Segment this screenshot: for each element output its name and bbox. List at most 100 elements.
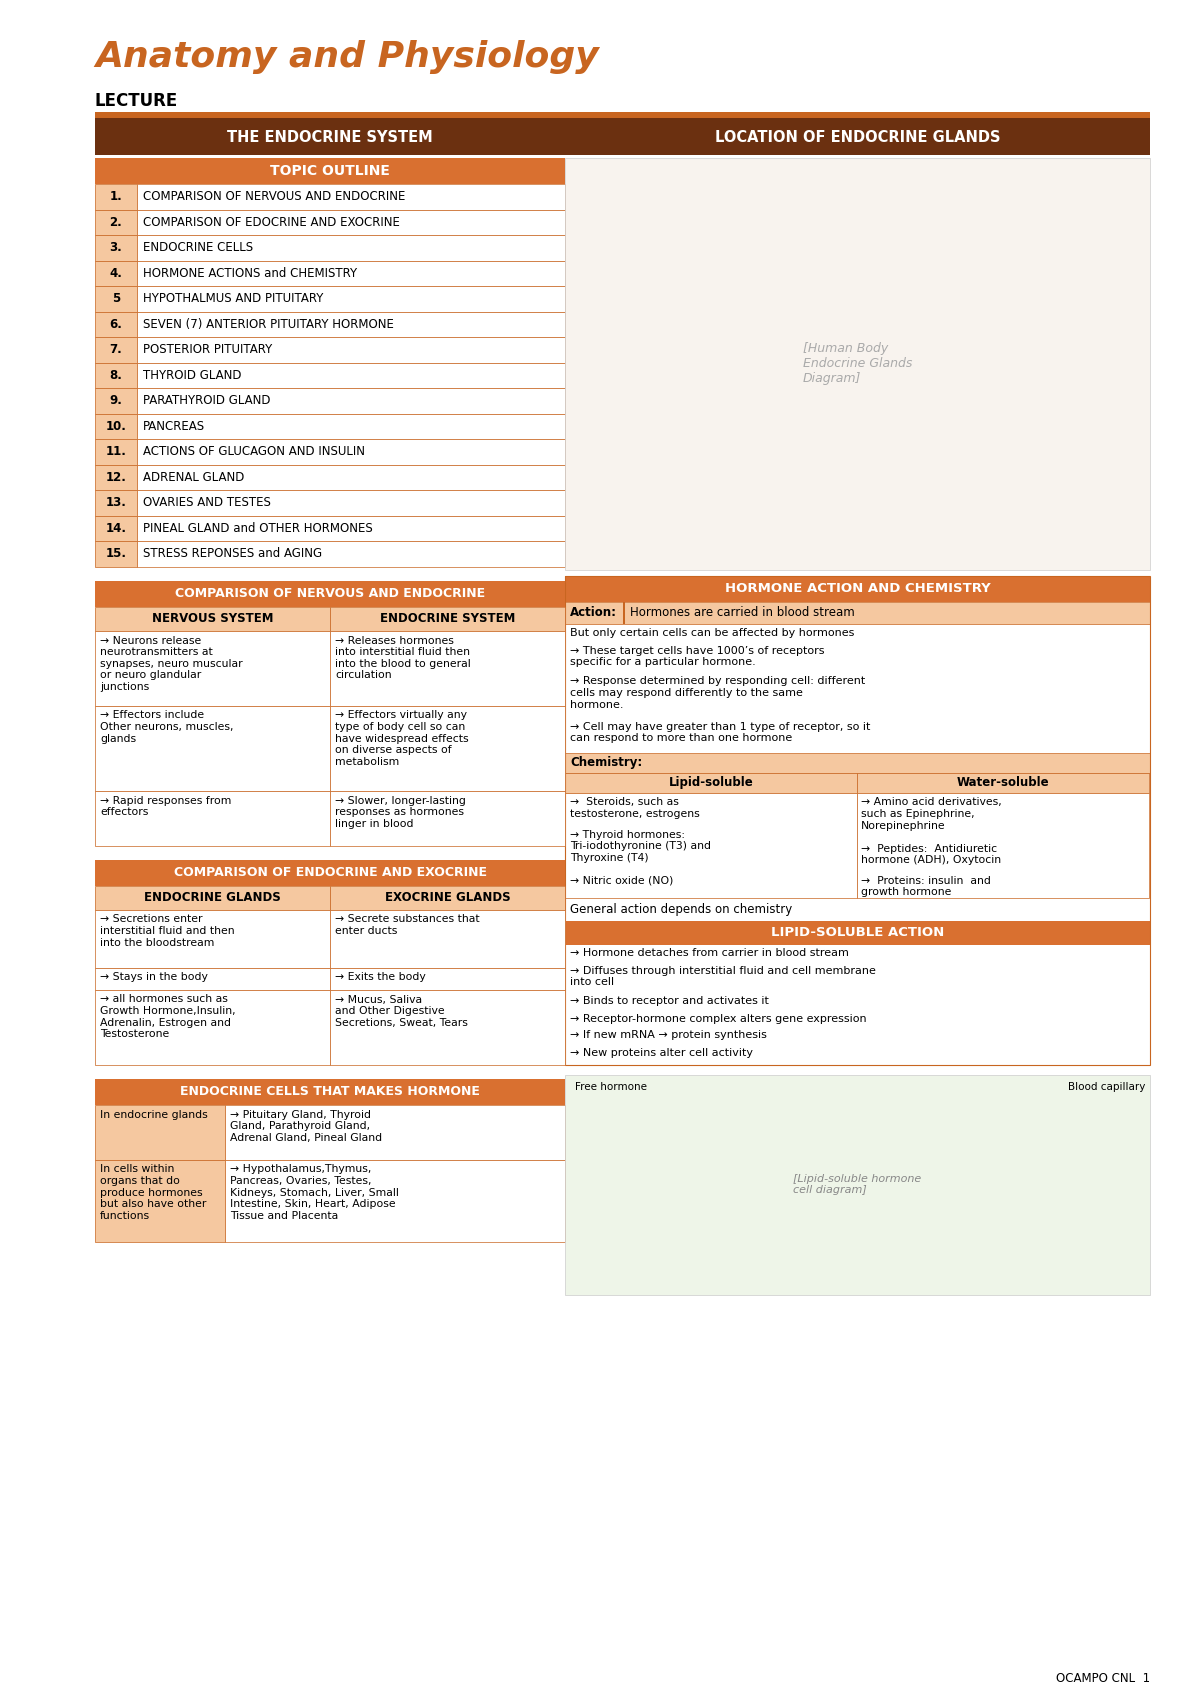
Bar: [95, 490, 137, 516]
Bar: [137, 440, 565, 465]
Text: → Nitric oxide (NO): → Nitric oxide (NO): [570, 876, 673, 886]
Text: → Receptor-hormone complex alters gene expression: → Receptor-hormone complex alters gene e…: [570, 1013, 866, 1023]
Text: COMPARISON OF NERVOUS AND ENDOCRINE: COMPARISON OF NERVOUS AND ENDOCRINE: [175, 587, 485, 601]
Text: Lipid-soluble: Lipid-soluble: [668, 776, 754, 789]
Text: ADRENAL GLAND: ADRENAL GLAND: [143, 470, 245, 484]
Bar: [95, 287, 137, 312]
Bar: [565, 120, 1150, 154]
Text: → all hormones such as
Growth Hormone,Insulin,
Adrenalin, Estrogen and
Testoster: → all hormones such as Growth Hormone,In…: [100, 994, 235, 1039]
Text: →  Peptides:  Antidiuretic
hormone (ADH), Oxytocin: → Peptides: Antidiuretic hormone (ADH), …: [862, 843, 1001, 865]
Text: 5: 5: [112, 292, 120, 305]
Bar: [137, 234, 565, 261]
Bar: [565, 575, 1150, 1064]
Bar: [565, 920, 1150, 945]
Text: → Thyroid hormones:
Tri-iodothyronine (T3) and
Thyroxine (T4): → Thyroid hormones: Tri-iodothyronine (T…: [570, 830, 710, 862]
Bar: [95, 967, 330, 989]
Bar: [330, 910, 565, 967]
Bar: [137, 414, 565, 440]
Text: PARATHYROID GLAND: PARATHYROID GLAND: [143, 394, 270, 407]
Text: HYPOTHALMUS AND PITUITARY: HYPOTHALMUS AND PITUITARY: [143, 292, 323, 305]
Text: COMPARISON OF EDOCRINE AND EXOCRINE: COMPARISON OF EDOCRINE AND EXOCRINE: [143, 216, 400, 229]
Text: [Human Body
Endocrine Glands
Diagram]: [Human Body Endocrine Glands Diagram]: [803, 343, 912, 385]
Bar: [137, 541, 565, 567]
Text: 11.: 11.: [106, 445, 126, 458]
Text: → Mucus, Saliva
and Other Digestive
Secretions, Sweat, Tears: → Mucus, Saliva and Other Digestive Secr…: [335, 994, 468, 1028]
Text: EXOCRINE GLANDS: EXOCRINE GLANDS: [385, 891, 510, 905]
Bar: [565, 1074, 1150, 1295]
Text: Free hormone: Free hormone: [575, 1083, 647, 1093]
Text: 1.: 1.: [109, 190, 122, 204]
Bar: [137, 389, 565, 414]
Bar: [565, 772, 857, 792]
Text: → Exits the body: → Exits the body: [335, 972, 426, 983]
Text: 6.: 6.: [109, 317, 122, 331]
Text: → Diffuses through interstitial fluid and cell membrane
into cell: → Diffuses through interstitial fluid an…: [570, 966, 876, 988]
Text: HORMONE ACTION AND CHEMISTRY: HORMONE ACTION AND CHEMISTRY: [725, 582, 990, 596]
Text: 10.: 10.: [106, 419, 126, 433]
Bar: [95, 580, 565, 606]
Text: Hormones are carried in blood stream: Hormones are carried in blood stream: [630, 606, 854, 619]
Bar: [95, 440, 137, 465]
Text: → Binds to receptor and activates it: → Binds to receptor and activates it: [570, 996, 769, 1006]
Bar: [95, 791, 330, 845]
Bar: [95, 465, 137, 490]
Bar: [137, 183, 565, 209]
Bar: [565, 752, 1150, 772]
Bar: [95, 234, 137, 261]
Text: 2.: 2.: [109, 216, 122, 229]
Bar: [95, 541, 137, 567]
Text: → Hormone detaches from carrier in blood stream: → Hormone detaches from carrier in blood…: [570, 949, 848, 959]
Bar: [226, 1159, 565, 1242]
Bar: [95, 516, 137, 541]
Bar: [95, 706, 330, 791]
Bar: [95, 1105, 226, 1159]
Bar: [95, 606, 330, 631]
Text: HORMONE ACTIONS and CHEMISTRY: HORMONE ACTIONS and CHEMISTRY: [143, 266, 358, 280]
Text: LECTURE: LECTURE: [95, 92, 179, 110]
Bar: [95, 119, 1150, 120]
Text: 15.: 15.: [106, 546, 126, 560]
Bar: [95, 338, 137, 363]
Text: LOCATION OF ENDOCRINE GLANDS: LOCATION OF ENDOCRINE GLANDS: [715, 131, 1001, 146]
Bar: [330, 791, 565, 845]
Text: OCAMPO CNL  1: OCAMPO CNL 1: [1056, 1672, 1150, 1685]
Text: POSTERIOR PITUITARY: POSTERIOR PITUITARY: [143, 343, 272, 356]
Text: 4.: 4.: [109, 266, 122, 280]
Bar: [330, 706, 565, 791]
Text: LIPID-SOLUBLE ACTION: LIPID-SOLUBLE ACTION: [770, 927, 944, 938]
Bar: [95, 886, 330, 910]
Text: 9.: 9.: [109, 394, 122, 407]
Text: Chemistry:: Chemistry:: [570, 755, 642, 769]
Text: General action depends on chemistry: General action depends on chemistry: [570, 903, 792, 915]
Text: 7.: 7.: [109, 343, 122, 356]
Text: → Pituitary Gland, Thyroid
Gland, Parathyroid Gland,
Adrenal Gland, Pineal Gland: → Pituitary Gland, Thyroid Gland, Parath…: [230, 1110, 382, 1142]
Bar: [95, 631, 330, 706]
Bar: [95, 910, 330, 967]
Text: Anatomy and Physiology: Anatomy and Physiology: [95, 41, 599, 75]
Text: Water-soluble: Water-soluble: [956, 776, 1049, 789]
Text: → Effectors virtually any
type of body cell so can
have widespread effects
on di: → Effectors virtually any type of body c…: [335, 711, 469, 767]
Text: → Slower, longer-lasting
responses as hormones
linger in blood: → Slower, longer-lasting responses as ho…: [335, 796, 466, 828]
Bar: [857, 772, 1150, 792]
Text: → Hypothalamus,Thymus,
Pancreas, Ovaries, Testes,
Kidneys, Stomach, Liver, Small: → Hypothalamus,Thymus, Pancreas, Ovaries…: [230, 1164, 398, 1220]
Text: NERVOUS SYSTEM: NERVOUS SYSTEM: [151, 613, 274, 624]
Text: In cells within
organs that do
produce hormones
but also have other
functions: In cells within organs that do produce h…: [100, 1164, 206, 1220]
Bar: [95, 158, 565, 183]
Text: ENDOCRINE GLANDS: ENDOCRINE GLANDS: [144, 891, 281, 905]
Text: ENDOCRINE SYSTEM: ENDOCRINE SYSTEM: [380, 613, 515, 624]
Bar: [95, 112, 1150, 119]
Bar: [137, 363, 565, 389]
Text: STRESS REPONSES and AGING: STRESS REPONSES and AGING: [143, 546, 322, 560]
Bar: [137, 312, 565, 338]
Bar: [95, 261, 137, 287]
Text: COMPARISON OF ENDOCRINE AND EXOCRINE: COMPARISON OF ENDOCRINE AND EXOCRINE: [174, 865, 486, 879]
Text: PANCREAS: PANCREAS: [143, 419, 205, 433]
Bar: [226, 1105, 565, 1159]
Bar: [137, 287, 565, 312]
Bar: [95, 859, 565, 886]
Bar: [565, 601, 1150, 623]
Bar: [565, 575, 1150, 601]
Text: →  Proteins: insulin  and
growth hormone: → Proteins: insulin and growth hormone: [862, 876, 991, 898]
Text: In endocrine glands: In endocrine glands: [100, 1110, 208, 1120]
Text: ENDOCRINE CELLS THAT MAKES HORMONE: ENDOCRINE CELLS THAT MAKES HORMONE: [180, 1084, 480, 1098]
